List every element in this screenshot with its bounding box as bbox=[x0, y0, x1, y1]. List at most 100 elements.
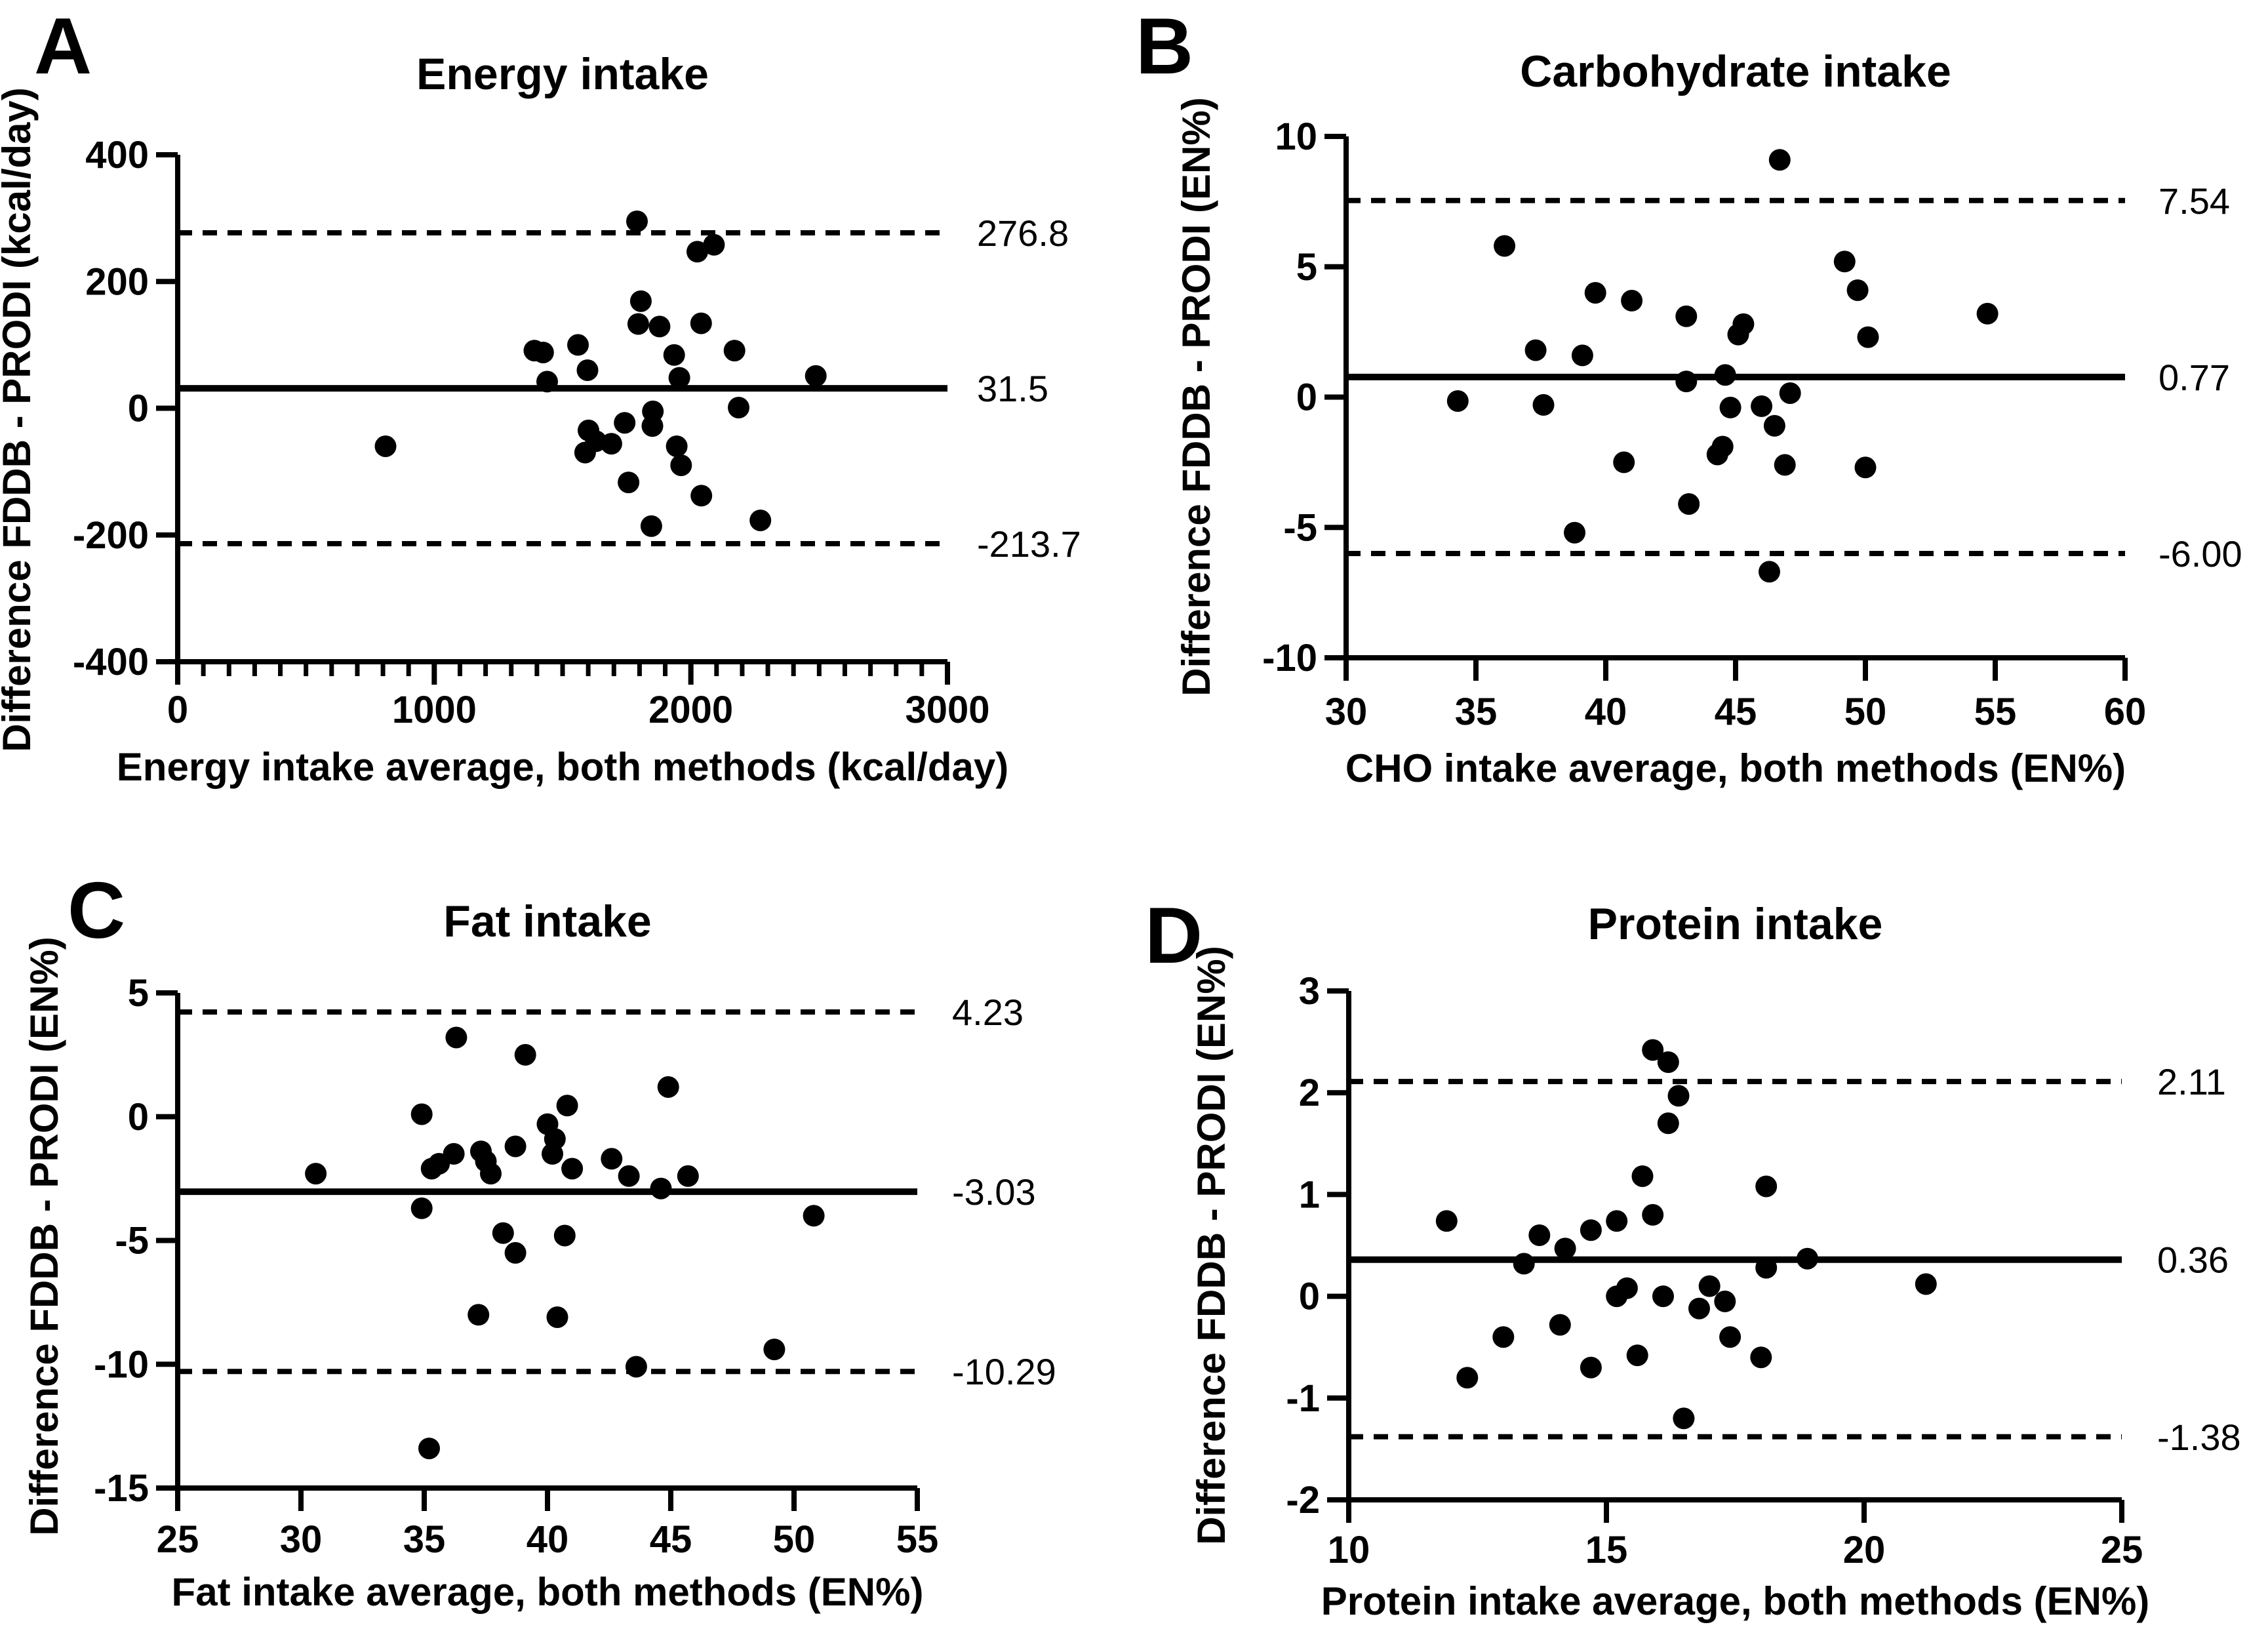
panel-d-point bbox=[1657, 1112, 1679, 1135]
panel-c-xaxis-label: Fat intake average, both methods (EN%) bbox=[172, 1570, 924, 1614]
panel-c-y-tick-label: 0 bbox=[128, 1096, 149, 1138]
panel-b-point bbox=[1621, 289, 1643, 312]
panel-d-point bbox=[1915, 1273, 1937, 1295]
panel-d-point bbox=[1755, 1175, 1778, 1198]
panel-a-x-tick-label: 0 bbox=[167, 689, 188, 731]
panel-d-point bbox=[1528, 1224, 1551, 1246]
panel-d-x-tick-label: 25 bbox=[2101, 1529, 2143, 1571]
panel-b-point bbox=[1532, 393, 1555, 416]
panel-d-point bbox=[1456, 1367, 1479, 1389]
panel-a-point bbox=[703, 233, 725, 256]
panel-d-y-tick-label: 2 bbox=[1299, 1072, 1320, 1114]
panel-b-point bbox=[1675, 371, 1698, 393]
panel-c-point bbox=[480, 1163, 502, 1185]
panel-c-point bbox=[677, 1165, 699, 1187]
panel-d-point bbox=[1642, 1203, 1664, 1226]
panel-a-point bbox=[536, 371, 558, 393]
panel-b-point bbox=[1846, 279, 1869, 301]
panel-d-point bbox=[1554, 1238, 1576, 1260]
panel-c-point bbox=[546, 1306, 568, 1328]
panel-a-point bbox=[374, 435, 397, 457]
panel-d-xaxis-label: Protein intake average, both methods (EN… bbox=[1321, 1579, 2150, 1623]
panel-b-x-tick-label: 30 bbox=[1325, 691, 1368, 733]
panel-d-x-tick-label: 20 bbox=[1843, 1529, 1886, 1571]
panel-b-title: Carbohydrate intake bbox=[1520, 47, 1951, 96]
panel-c-y-tick-label: -15 bbox=[94, 1467, 149, 1510]
panel-b-point bbox=[1976, 302, 1999, 325]
panel-c-point bbox=[514, 1043, 536, 1066]
panel-d-y-tick-label: 0 bbox=[1299, 1276, 1320, 1318]
panel-c-yaxis-label: Difference FDDB - PRODI (EN%) bbox=[22, 937, 66, 1535]
panel-d-bias-value: 0.36 bbox=[2157, 1239, 2229, 1281]
panel-a-point bbox=[728, 397, 749, 418]
panel-d-letter: D bbox=[1145, 891, 1203, 980]
panel-d-y-tick-label: -1 bbox=[1286, 1377, 1320, 1420]
panel-d-point bbox=[1657, 1051, 1679, 1074]
panel-b-point bbox=[1571, 344, 1593, 367]
panel-c-x-tick-label: 45 bbox=[650, 1518, 692, 1561]
panel-c-point bbox=[410, 1197, 433, 1219]
panel-a-point bbox=[648, 315, 671, 338]
panel-b-letter: B bbox=[1136, 1, 1193, 91]
panel-c-point bbox=[542, 1142, 563, 1165]
panel-b-y-tick-label: -5 bbox=[1283, 506, 1317, 549]
panel-d-point bbox=[1580, 1219, 1602, 1241]
panel-b-y-tick-label: 0 bbox=[1296, 376, 1317, 419]
panel-a-point bbox=[723, 340, 746, 362]
panel-b-point bbox=[1774, 454, 1796, 476]
panel-a-point bbox=[690, 312, 712, 334]
panel-d-point bbox=[1797, 1247, 1818, 1270]
panel-c-point bbox=[305, 1163, 327, 1185]
panel-b-y-tick-label: 10 bbox=[1275, 115, 1317, 158]
panel-c-point bbox=[418, 1438, 440, 1460]
panel-c-lower-loa-value: -10.29 bbox=[952, 1351, 1056, 1392]
panel-b-bias-value: 0.77 bbox=[2159, 357, 2230, 398]
panel-a: A Energy intake Energy intake average, bot… bbox=[0, 1, 1081, 789]
panel-b-x-tick-label: 45 bbox=[1715, 691, 1757, 733]
panel-d-point bbox=[1698, 1275, 1721, 1297]
panel-c-point bbox=[504, 1135, 527, 1158]
panel-d-point bbox=[1606, 1285, 1628, 1308]
panel-c-point bbox=[445, 1026, 468, 1049]
panel-a-x-tick-label: 1000 bbox=[392, 689, 477, 731]
panel-d-title: Protein intake bbox=[1588, 899, 1883, 949]
panel-a-point bbox=[618, 472, 640, 494]
panel-a-title: Energy intake bbox=[416, 49, 709, 99]
panel-a-point bbox=[532, 342, 554, 363]
panel-a-x-tick-label: 3000 bbox=[905, 689, 989, 731]
panel-c-point bbox=[420, 1158, 443, 1180]
panel-d-point bbox=[1688, 1297, 1710, 1320]
panel-a-y-tick-label: 400 bbox=[85, 134, 149, 176]
panel-d-point bbox=[1673, 1407, 1695, 1430]
panel-a-point bbox=[640, 515, 662, 537]
panel-d-point bbox=[1631, 1165, 1654, 1187]
panel-c-point bbox=[601, 1148, 623, 1170]
panel-d-point bbox=[1719, 1326, 1741, 1348]
panel-c-point bbox=[763, 1339, 786, 1361]
panel-a-point bbox=[567, 334, 589, 356]
panel-d-point bbox=[1626, 1344, 1648, 1367]
panel-b-point bbox=[1854, 456, 1877, 479]
panel-b-upper-loa-value: 7.54 bbox=[2159, 180, 2230, 222]
panel-a-point bbox=[614, 412, 636, 434]
panel-a-bias-value: 31.5 bbox=[977, 368, 1048, 409]
panel-b-point bbox=[1833, 251, 1856, 273]
panel-b: B Carbohydrate intake CHO intake average, … bbox=[1136, 1, 2242, 790]
panel-d-point bbox=[1606, 1210, 1628, 1232]
panel-a-point bbox=[805, 365, 827, 387]
panel-d: D Protein intake Protein intake average, b… bbox=[1145, 891, 2241, 1623]
panel-d-y-tick-label: 3 bbox=[1299, 970, 1320, 1013]
panel-b-point bbox=[1524, 339, 1547, 361]
panel-d-point bbox=[1513, 1253, 1535, 1275]
panel-c-point bbox=[650, 1177, 672, 1199]
panel-c-point bbox=[556, 1095, 578, 1117]
panel-a-y-tick-label: -200 bbox=[73, 514, 149, 557]
panel-b-y-tick-label: -10 bbox=[1262, 637, 1317, 679]
panel-a-xaxis-label: Energy intake average, both methods (kca… bbox=[117, 745, 1008, 789]
panel-c-bias-value: -3.03 bbox=[952, 1171, 1036, 1213]
panel-a-point bbox=[668, 367, 690, 389]
panel-c-x-tick-label: 40 bbox=[527, 1518, 569, 1561]
panel-b-x-tick-label: 35 bbox=[1455, 691, 1498, 733]
